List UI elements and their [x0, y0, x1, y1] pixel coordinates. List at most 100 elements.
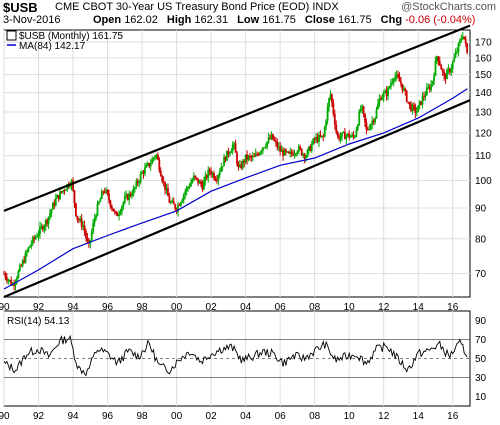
price-candle-body — [69, 185, 72, 187]
price-candle-body — [427, 87, 430, 89]
rsi-x-tick-label: 12 — [378, 411, 390, 422]
price-candle-body — [161, 176, 164, 182]
stockcharts-credit[interactable]: @StockCharts.com — [401, 1, 496, 13]
price-candle-body — [430, 84, 433, 90]
price-candle-body — [444, 75, 447, 80]
price-candle-body — [126, 194, 129, 200]
price-candle-body — [73, 190, 76, 204]
price-y-tick-label: 90 — [475, 204, 487, 215]
price-candle-body — [464, 38, 467, 44]
price-candle-body — [135, 181, 138, 188]
price-candle-body — [103, 191, 106, 193]
rsi-x-tick-label: 06 — [275, 411, 287, 422]
rsi-x-tick-label: 94 — [67, 411, 79, 422]
rsi-y-tick-label: 50 — [475, 354, 487, 365]
low-label: Low — [237, 14, 260, 26]
price-candle-body — [276, 141, 279, 148]
ma-legend-label: MA(84) 142.17 — [19, 41, 86, 52]
price-candle-body — [425, 87, 428, 96]
ma84-line — [3, 88, 468, 290]
price-candle-body — [297, 146, 300, 152]
price-candle-body — [451, 61, 454, 69]
price-candle-body — [420, 101, 422, 105]
price-candle-body — [401, 83, 404, 91]
rsi-x-tick-label: 04 — [240, 411, 252, 422]
price-candle-body — [197, 178, 200, 184]
price-candle-body — [351, 134, 353, 137]
price-candle-body — [250, 156, 253, 158]
rsi-line-group — [3, 334, 468, 377]
price-candle-body — [52, 202, 54, 210]
price-candle-body — [240, 164, 243, 169]
price-candle-body — [434, 60, 437, 76]
price-candle-body — [343, 131, 346, 140]
price-candle-body — [99, 198, 102, 203]
price-candle-body — [79, 218, 82, 221]
price-candle-body — [349, 136, 352, 138]
price-candle-body — [175, 208, 178, 212]
price-candle-body — [145, 164, 148, 168]
price-candle-body — [53, 202, 56, 206]
price-candle-body — [142, 171, 145, 174]
price-candle-body — [325, 120, 328, 127]
price-candle-body — [433, 75, 435, 82]
price-candle-body — [4, 273, 7, 278]
price-candle-body — [398, 77, 401, 82]
price-candle-body — [453, 57, 456, 62]
price-candle-body — [85, 231, 87, 238]
price-candle-body — [33, 237, 36, 239]
price-candle-body — [195, 177, 198, 179]
price-candle-body — [358, 111, 361, 125]
price-candle-body — [228, 152, 231, 155]
price-candle-body — [155, 154, 158, 157]
price-candle-body — [404, 88, 407, 91]
close-value: 161.75 — [337, 14, 372, 26]
price-candle-body — [424, 95, 427, 97]
price-candle-body — [331, 94, 333, 103]
price-candle-body — [282, 150, 284, 156]
price-candle-body — [323, 126, 326, 137]
price-candle-body — [167, 188, 169, 197]
price-candle-body — [169, 202, 172, 204]
price-candle-body — [198, 181, 201, 184]
price-candle-body — [440, 65, 443, 70]
price-candle-body — [273, 139, 276, 141]
rsi-x-tick-label: 10 — [344, 411, 356, 422]
rsi-x-tick-label: 98 — [137, 411, 149, 422]
price-x-tick-label: 98 — [137, 302, 149, 313]
price-x-tick-label: 08 — [309, 302, 321, 313]
price-candle-body — [221, 166, 224, 168]
price-candle-body — [263, 147, 266, 149]
price-candle-body — [379, 98, 382, 100]
rsi-x-axis: 90 92 94 96 98 00 02 04 06 08 10 12 14 16 — [0, 411, 459, 422]
price-x-tick-label: 14 — [413, 302, 425, 313]
price-y-tick-label: 150 — [475, 70, 492, 81]
price-candle-body — [92, 223, 95, 232]
price-candle-body — [41, 226, 44, 230]
price-candle-body — [299, 146, 302, 149]
price-candle-body — [243, 160, 246, 163]
price-candle-body — [16, 277, 18, 282]
price-candle-body — [115, 211, 118, 214]
price-candle-body — [260, 150, 263, 153]
price-y-tick-label: 140 — [475, 88, 492, 99]
rsi-y-tick-label: 70 — [475, 335, 487, 346]
price-candle-body — [417, 105, 420, 112]
price-candle-body — [259, 152, 261, 155]
rsi-x-tick-label: 92 — [33, 411, 45, 422]
price-candle-body — [319, 135, 322, 137]
price-candle-body — [231, 144, 234, 151]
price-candle-body — [280, 150, 283, 152]
price-y-tick-label: 100 — [475, 176, 492, 187]
price-candle-body — [246, 154, 248, 160]
price-candle-body — [372, 120, 375, 123]
price-candle-body — [30, 243, 33, 246]
price-candle-body — [460, 38, 463, 41]
price-candle-body — [133, 187, 136, 189]
price-candle-body — [253, 156, 256, 158]
price-candle-body — [164, 181, 166, 191]
price-candle-body — [56, 195, 59, 199]
price-candle-body — [266, 141, 269, 147]
price-candle-body — [270, 134, 273, 139]
